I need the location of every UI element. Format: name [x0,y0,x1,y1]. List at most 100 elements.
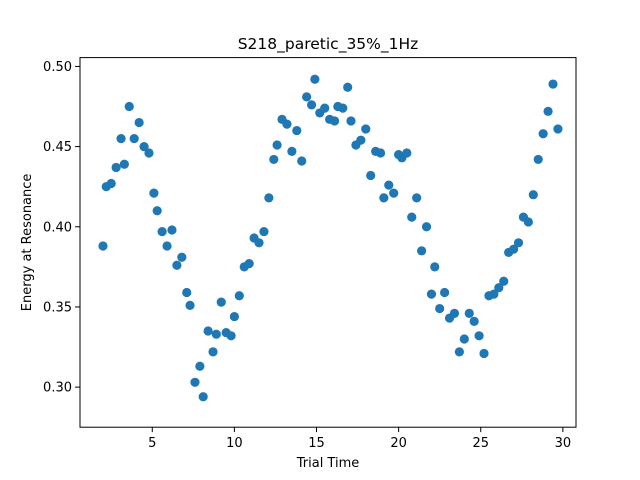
data-point [259,226,269,237]
data-point [528,190,538,200]
data-point [203,326,213,336]
data-point [139,141,149,152]
data-point [366,170,376,181]
data-points [98,74,563,402]
data-point [361,124,371,134]
data-point [412,193,422,203]
data-point [208,347,218,357]
y-axis-ticks: 0.30 0.35 0.40 0.45 0.50 [43,60,80,396]
data-point [264,193,274,203]
data-point [302,92,312,102]
data-point [144,148,154,158]
data-point [548,79,558,89]
x-tick-label: 10 [226,436,243,451]
data-point [338,103,348,113]
data-point [185,300,195,310]
data-point [297,156,307,166]
data-point [426,289,437,299]
data-point [149,188,159,198]
data-point [172,260,182,270]
data-point [553,124,563,134]
data-point [379,193,389,203]
data-point [533,154,543,165]
data-point [454,347,464,357]
x-tick-label: 20 [390,436,407,451]
y-tick-label: 0.30 [43,381,72,396]
data-point [234,291,244,301]
data-point [124,101,134,112]
data-point [489,289,499,299]
data-point [440,287,450,298]
data-point [111,162,121,173]
data-point [310,74,320,84]
data-point [329,116,340,126]
y-tick-label: 0.45 [43,140,72,155]
data-point [229,311,239,322]
x-tick-label: 25 [472,436,489,451]
plot-frame [79,57,577,428]
data-point [474,331,484,341]
data-point [543,106,553,116]
data-point [449,308,460,318]
data-point [157,226,167,237]
data-point [287,146,297,156]
x-tick-label: 15 [308,436,325,451]
data-point [375,148,386,158]
data-point [464,308,474,318]
data-point [384,180,394,190]
data-point [417,246,427,256]
data-point [272,140,282,150]
data-point [459,334,469,344]
y-tick-label: 0.35 [43,300,72,315]
data-point [167,225,177,235]
data-point [216,297,226,307]
y-axis-label: Energy at Resonance [20,174,35,312]
data-point [198,392,208,402]
chart-title: S218_paretic_35%_1Hz [238,35,419,54]
x-tick-label: 30 [555,436,572,451]
data-point [211,329,221,339]
data-point [195,361,205,371]
data-point [282,119,292,129]
data-point [421,222,432,232]
data-point [538,129,548,139]
x-axis-label: Trial Time [296,456,360,471]
data-point [116,133,126,144]
data-point [494,283,504,293]
data-point [320,103,330,113]
data-point [190,377,200,387]
data-point [244,259,254,269]
data-point [343,82,353,92]
data-point [389,188,399,198]
data-point [226,331,236,341]
data-point [292,125,302,136]
x-axis-ticks: 5 10 15 20 25 30 [148,427,571,451]
data-point [129,133,139,144]
data-point [306,100,317,110]
data-point [499,276,509,286]
y-tick-label: 0.40 [43,220,72,235]
plot-area [80,57,576,428]
data-point [254,238,264,248]
data-point [162,241,172,251]
data-point [523,217,533,227]
data-point [119,159,129,169]
data-point [356,135,366,145]
data-point [430,262,440,272]
data-point [508,244,519,254]
data-point [106,178,116,189]
data-point [346,116,356,126]
data-point [152,206,162,216]
data-point [177,252,187,262]
x-tick-label: 5 [148,436,156,451]
data-point [98,241,108,251]
data-point [134,117,144,128]
y-tick-label: 0.50 [43,60,72,75]
data-point [407,212,417,222]
data-point [479,348,489,359]
data-point [435,303,445,314]
data-point [182,287,192,298]
data-point [513,238,524,248]
data-point [269,154,279,165]
